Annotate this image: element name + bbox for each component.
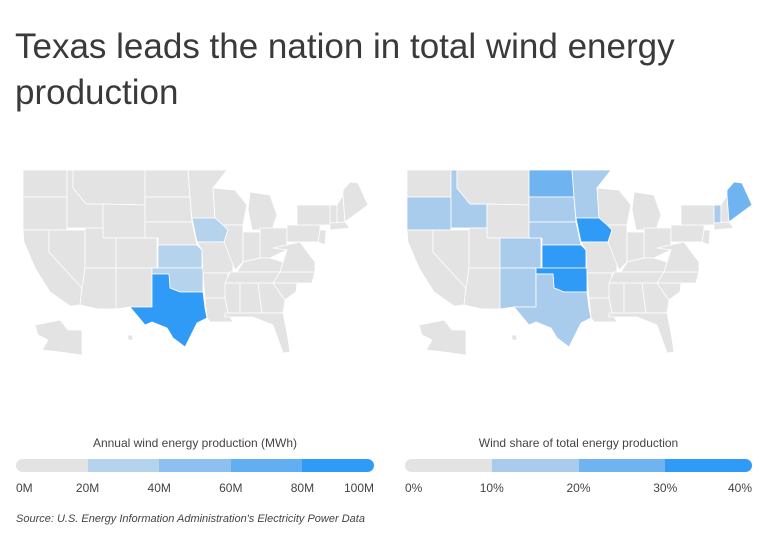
state-wa bbox=[22, 169, 68, 198]
state-in bbox=[626, 231, 645, 263]
legend-color-scale bbox=[405, 459, 752, 472]
state-il bbox=[222, 224, 244, 271]
legend-bin bbox=[405, 459, 492, 472]
state-nc bbox=[272, 271, 316, 284]
state-va bbox=[272, 241, 316, 273]
state-nd bbox=[528, 169, 575, 198]
state-in bbox=[242, 231, 261, 263]
legend-ticks: 0M 20M 40M 60M 80M 100M bbox=[16, 481, 374, 497]
legend-tick-label: 80M bbox=[290, 481, 315, 495]
legend-bin bbox=[230, 459, 303, 472]
state-nm bbox=[499, 267, 537, 310]
state-wa bbox=[406, 169, 452, 198]
chart-title: Texas leads the nation in total wind ene… bbox=[15, 27, 675, 112]
state-nd bbox=[144, 169, 191, 198]
state-hi bbox=[127, 334, 134, 341]
state-ar bbox=[586, 272, 613, 299]
state-ms bbox=[608, 282, 625, 314]
state-oh bbox=[259, 227, 288, 259]
state-vt bbox=[713, 204, 722, 224]
map-wind-share bbox=[406, 169, 753, 356]
state-va bbox=[656, 241, 700, 273]
state-ar bbox=[202, 272, 229, 299]
state-fl bbox=[608, 312, 675, 354]
legend-tick-label: 30% bbox=[653, 481, 678, 495]
state-co bbox=[115, 237, 158, 269]
state-nm bbox=[115, 267, 153, 310]
legend-share: Wind share of total energy production 0%… bbox=[405, 436, 752, 497]
legend-tick-label: 40% bbox=[727, 481, 752, 495]
legend-tick-label: 0% bbox=[405, 481, 423, 495]
legend-bin bbox=[665, 459, 752, 472]
state-sd bbox=[144, 196, 193, 223]
state-wi bbox=[212, 187, 248, 226]
legend-title: Wind share of total energy production bbox=[478, 436, 679, 450]
state-ny bbox=[680, 204, 717, 226]
legend-bin bbox=[87, 459, 160, 472]
state-ks bbox=[157, 244, 203, 269]
legend-bin bbox=[302, 459, 374, 472]
legend-production: Annual wind energy production (MWh) 0M 20… bbox=[16, 436, 374, 497]
state-vt bbox=[329, 204, 338, 224]
state-az bbox=[463, 267, 501, 310]
legend-ticks: 0% 10% 20% 30% 40% bbox=[405, 481, 752, 497]
state-ks bbox=[541, 244, 587, 269]
state-or bbox=[22, 196, 68, 231]
state-mt bbox=[72, 169, 146, 206]
legend-bin bbox=[159, 459, 231, 472]
legend-bin bbox=[578, 459, 666, 472]
state-il bbox=[606, 224, 628, 271]
state-wy bbox=[102, 203, 146, 239]
state-wi bbox=[596, 187, 632, 226]
state-or bbox=[406, 196, 452, 231]
legend-tick-label: 60M bbox=[219, 481, 243, 495]
state-ak bbox=[34, 319, 83, 356]
state-wy bbox=[486, 203, 530, 239]
legend-tick-label: 20% bbox=[566, 481, 591, 495]
legend-title: Annual wind energy production (MWh) bbox=[92, 436, 298, 450]
legend-tick-label: 20M bbox=[75, 481, 100, 495]
state-nj bbox=[701, 229, 711, 246]
state-ma bbox=[329, 221, 351, 231]
state-mi bbox=[247, 191, 278, 231]
state-me bbox=[342, 181, 369, 223]
state-ak bbox=[418, 319, 467, 356]
state-sd bbox=[528, 196, 577, 223]
state-ms bbox=[224, 282, 241, 314]
state-oh bbox=[643, 227, 672, 259]
legend-tick-label: 40M bbox=[147, 481, 171, 495]
state-ma bbox=[713, 221, 735, 231]
map-wind-production bbox=[22, 169, 369, 356]
state-ny bbox=[296, 204, 333, 226]
state-co bbox=[499, 237, 542, 269]
state-mt bbox=[456, 169, 530, 206]
state-nc bbox=[656, 271, 700, 284]
source-note: Source: U.S. Energy Information Administ… bbox=[16, 513, 365, 525]
state-tx bbox=[513, 273, 592, 348]
state-nj bbox=[317, 229, 327, 246]
legend-tick-label: 0M bbox=[16, 481, 33, 495]
state-fl bbox=[224, 312, 291, 354]
state-me bbox=[726, 181, 753, 223]
state-mi bbox=[631, 191, 662, 231]
state-az bbox=[79, 267, 117, 310]
choropleth-maps bbox=[22, 169, 753, 356]
legend-tick-label: 10% bbox=[479, 481, 504, 495]
legend-bin bbox=[16, 459, 88, 472]
state-hi bbox=[511, 334, 518, 341]
legend-bin bbox=[491, 459, 579, 472]
legend-color-scale bbox=[16, 459, 374, 472]
state-tx bbox=[129, 273, 208, 348]
legend-tick-label: 100M bbox=[343, 481, 374, 495]
state-pa bbox=[286, 224, 321, 243]
state-pa bbox=[670, 224, 705, 243]
